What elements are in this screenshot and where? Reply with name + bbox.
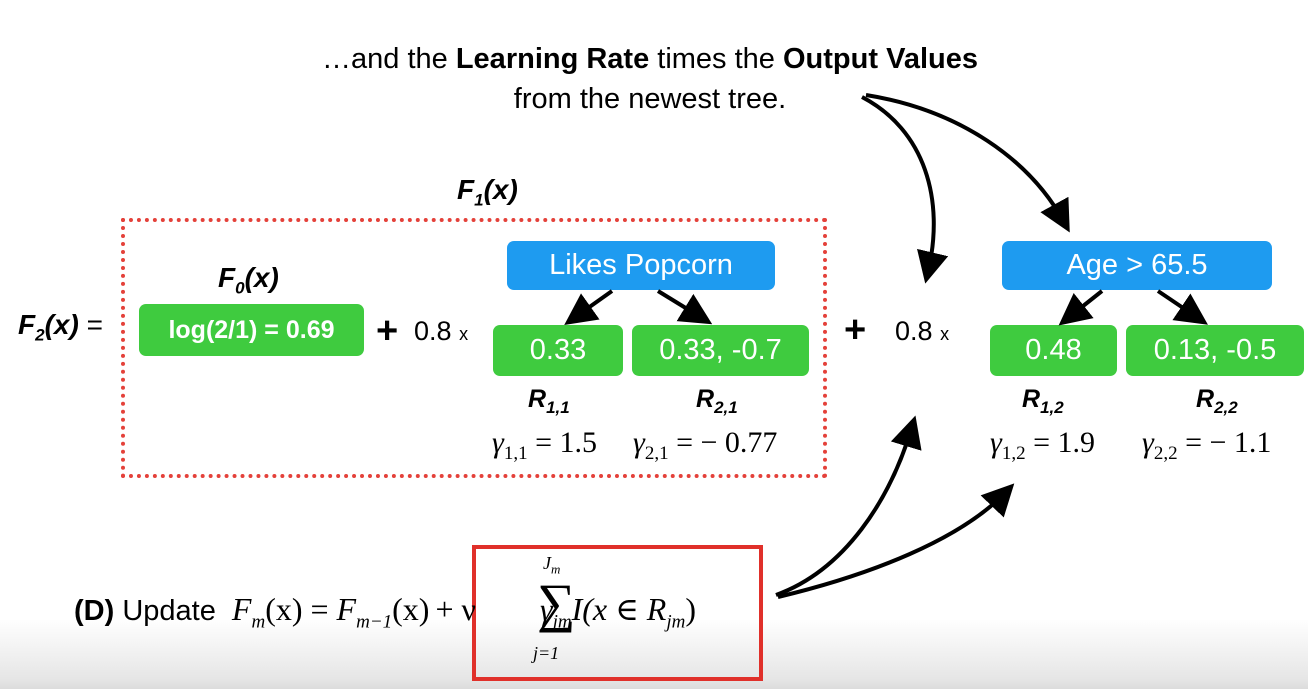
tree2-left-branch-arrow [1058, 289, 1104, 326]
caption-line-1: …and the Learning Rate times the Output … [0, 40, 1300, 78]
tree2-root-node: Age > 65.5 [1002, 241, 1272, 290]
step-label: (D) [74, 595, 115, 627]
tree2-leaf-left: 0.48 [990, 325, 1117, 376]
caption-bold-output-values: Output Values [783, 43, 978, 75]
caption-to-learning-rate-arrow [861, 95, 949, 284]
tree2-gamma-right: γ2,2 = − 1.1 [1142, 426, 1272, 464]
summation-symbol: ∑ [537, 573, 576, 633]
tree1-gamma-right: γ2,1 = − 0.77 [633, 426, 778, 464]
f2-label: F2(x) = [18, 309, 103, 345]
tree2-right-branch-arrow [1156, 289, 1208, 325]
update-equation: (D) Update Fm(x) = Fm−1(x) + ν γjmI(x ∈ Rj… [74, 590, 696, 633]
learning-rate-1: 0.8 x [414, 316, 469, 346]
plus-sign-2: + [844, 309, 867, 351]
tree1-root-node: Likes Popcorn [507, 241, 775, 290]
tree1-right-branch-arrow [656, 289, 713, 325]
tree1-left-branch-arrow [564, 289, 614, 325]
tree1-region-left: R1,1 [528, 385, 570, 417]
plus-sign-1: + [376, 310, 399, 352]
f0-label: F0(x) [218, 262, 279, 298]
summation-upper-limit: Jm [543, 553, 561, 577]
summation-lower-limit: j=1 [533, 643, 560, 663]
f0-value-box: log(2/1) = 0.69 [139, 304, 364, 356]
tree2-region-right: R2,2 [1196, 385, 1238, 417]
update-word: Update [122, 595, 216, 627]
caption-bold-learning-rate: Learning Rate [455, 43, 650, 75]
caption-to-tree2-arrow [865, 93, 1070, 233]
caption-line-2: from the newest tree. [513, 83, 787, 115]
equation-to-nu-arrow [775, 415, 922, 597]
sum-term-highlight-box [472, 545, 763, 681]
tree1-gamma-left: γ1,1 = 1.5 [492, 426, 597, 464]
tree2-gamma-left: γ1,2 = 1.9 [990, 426, 1095, 464]
tree2-region-left: R1,2 [1022, 385, 1064, 417]
f1-dotted-box [121, 218, 827, 478]
update-math: Fm(x) = Fm−1(x) + ν γjmI(x ∈ Rjm) [231, 591, 696, 633]
caption-text: times the [649, 43, 783, 75]
tree1-leaf-right: 0.33, -0.7 [632, 325, 809, 376]
caption-text: …and the [322, 43, 456, 75]
f1-label: F1(x) [457, 174, 518, 210]
tree2-leaf-right: 0.13, -0.5 [1126, 325, 1304, 376]
tree1-leaf-left: 0.33 [493, 325, 623, 376]
tree1-region-right: R2,1 [696, 385, 738, 417]
equation-to-gamma-arrow [777, 483, 1015, 599]
learning-rate-2: 0.8 x [895, 316, 950, 346]
